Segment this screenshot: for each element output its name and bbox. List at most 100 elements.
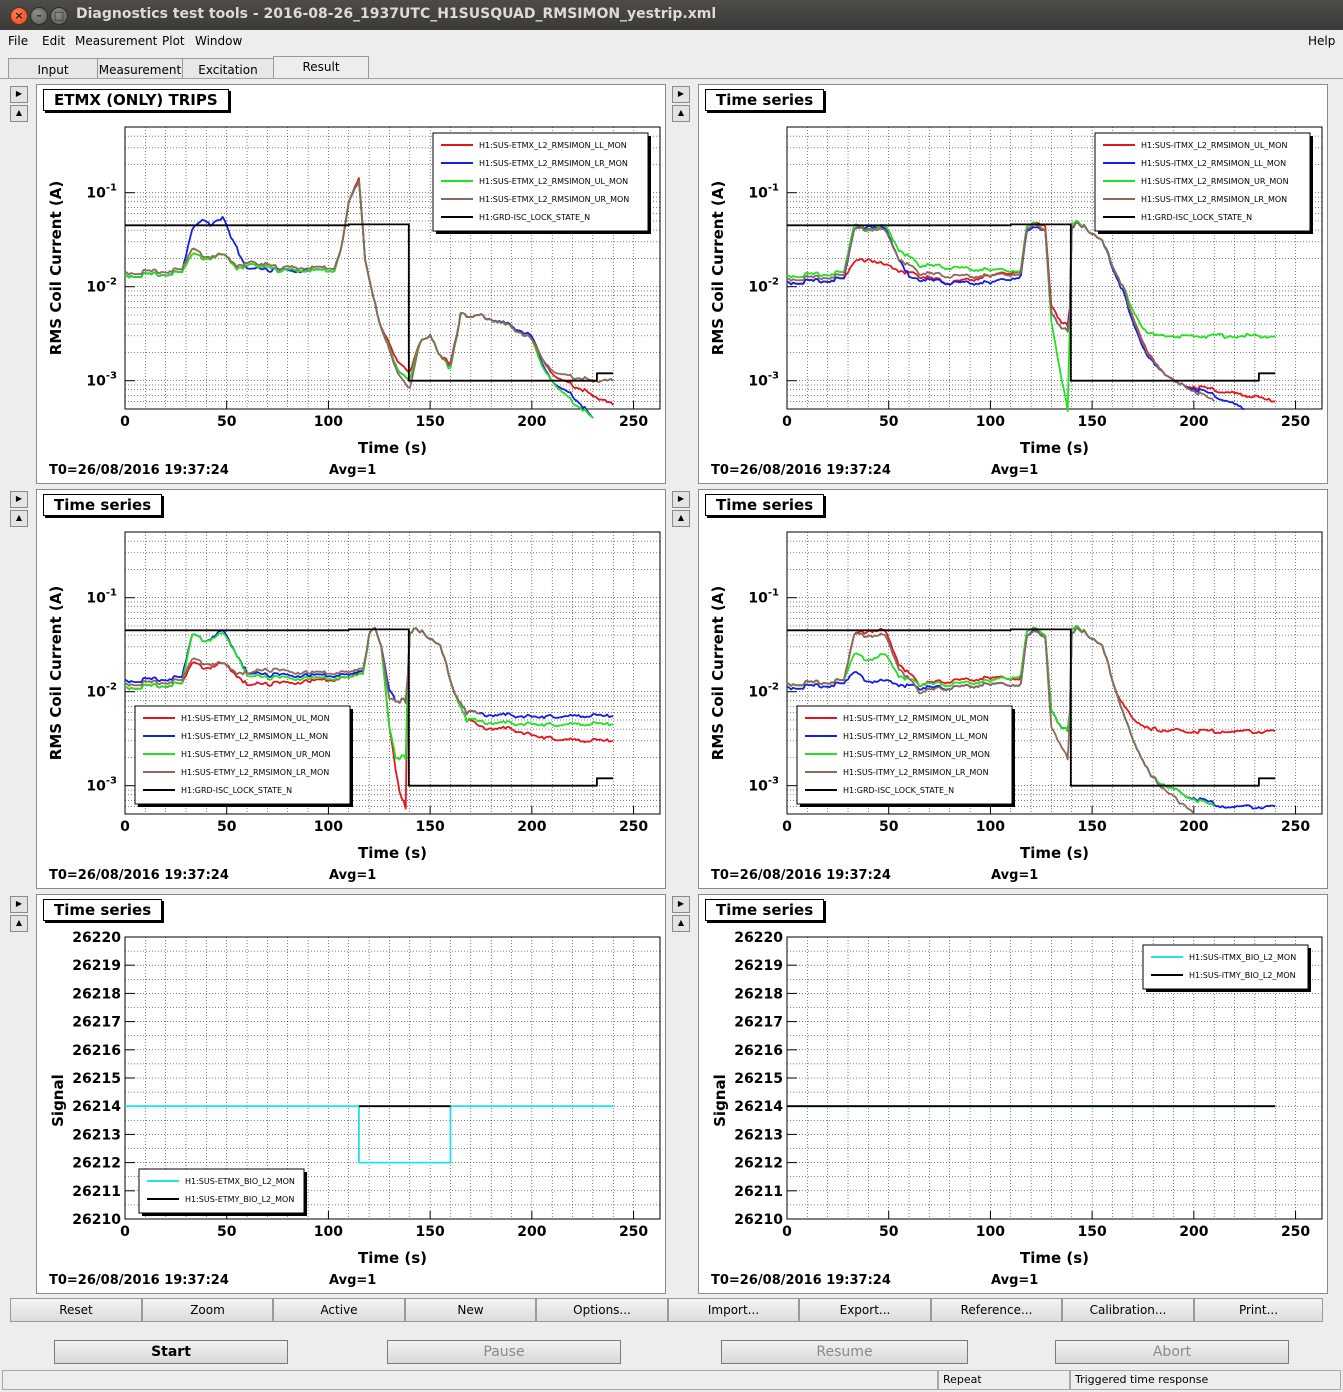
legend-entry: H1:SUS-ITMY_L2_RMSIMON_UL_MON	[843, 714, 989, 723]
menu-window[interactable]: Window	[195, 34, 243, 48]
legend-entry: H1:SUS-ETMY_L2_RMSIMON_LR_MON	[181, 768, 329, 777]
tab-divider	[0, 78, 1343, 79]
series-line-brown	[786, 222, 1215, 403]
reference-button[interactable]: Reference...	[931, 1298, 1062, 1322]
status-mode: Triggered time response	[1070, 1370, 1341, 1390]
legend-shadow	[800, 709, 1015, 807]
panel-up-button[interactable]: ▲	[10, 915, 28, 932]
x-tick-label: 0	[782, 414, 792, 430]
legend-box	[138, 1168, 305, 1214]
legend-entry: H1:SUS-ETMY_L2_RMSIMON_UL_MON	[181, 714, 330, 723]
active-button[interactable]: Active	[273, 1298, 405, 1322]
legend-shadow	[142, 1172, 307, 1216]
grid	[786, 126, 1322, 410]
series-line-blue	[786, 220, 1245, 410]
legend: H1:SUS-ITMY_L2_RMSIMON_UL_MON H1:SUS-ITMY…	[796, 705, 1015, 807]
legend-entry: H1:SUS-ETMX_L2_RMSIMON_LL_MON	[479, 141, 627, 150]
panel-expand-button[interactable]: ▶	[672, 896, 690, 913]
start-button[interactable]: Start	[54, 1340, 288, 1364]
panel-expand-button[interactable]: ▶	[672, 86, 690, 103]
import-button[interactable]: Import...	[668, 1298, 799, 1322]
panel-up-button[interactable]: ▲	[672, 105, 690, 122]
x-tick-label: 50	[879, 819, 899, 835]
plot-panel-5: ▶ ▲ Time series T0=26/08/2016 19:37:24 Avg=1…	[10, 894, 670, 1294]
reset-button[interactable]: Reset	[10, 1298, 142, 1322]
options-button[interactable]: Options...	[536, 1298, 668, 1322]
x-tick-label: 150	[1078, 819, 1107, 835]
plot-canvas[interactable]: Time series T0=26/08/2016 19:37:24 Avg=1 0 5…	[36, 894, 666, 1294]
menu-edit[interactable]: Edit	[42, 34, 66, 48]
print-button[interactable]: Print...	[1194, 1298, 1323, 1322]
legend-entry: H1:SUS-ITMX_L2_RMSIMON_UL_MON	[1141, 141, 1287, 150]
minimize-window-button[interactable]: –	[30, 7, 48, 25]
panel-expand-button[interactable]: ▶	[10, 896, 28, 913]
panel-up-button[interactable]: ▲	[672, 915, 690, 932]
x-tick-label: 50	[879, 1224, 899, 1240]
new-button[interactable]: New	[405, 1298, 536, 1322]
menu-measurement[interactable]: Measurement	[75, 34, 158, 48]
series-line-cyan	[125, 1105, 614, 1164]
x-tick-label: 150	[1078, 414, 1107, 430]
legend-shadow	[138, 709, 353, 807]
series-line-black	[787, 223, 1276, 382]
grid	[124, 126, 660, 410]
x-tick-label: 200	[1179, 819, 1208, 835]
status-cell-empty	[2, 1370, 938, 1390]
export-button[interactable]: Export...	[799, 1298, 931, 1322]
legend-entry: H1:SUS-ITMY_L2_RMSIMON_UR_MON	[843, 750, 990, 759]
legend-entry: H1:GRD-ISC_LOCK_STATE_N	[479, 213, 590, 222]
tab-bar: Input Measurement Excitation Result	[0, 56, 1343, 80]
series-line-red	[124, 627, 614, 810]
panel-expand-button[interactable]: ▶	[672, 491, 690, 508]
close-window-button[interactable]: ×	[10, 7, 28, 25]
plot-canvas[interactable]: Time series T0=26/08/2016 19:37:24 Avg=1 0 5…	[698, 84, 1328, 484]
series-line-red	[786, 625, 1276, 735]
y-axis-label: RMS Coil Current (A)	[709, 586, 727, 760]
plot-title: Time series	[705, 89, 825, 111]
x-axis-label: Time (s)	[358, 439, 427, 457]
legend-entry: H1:SUS-ETMX_BIO_L2_MON	[185, 1177, 295, 1186]
plot-canvas[interactable]: Time series T0=26/08/2016 19:37:24 Avg=1 0 5…	[698, 489, 1328, 889]
menu-plot[interactable]: Plot	[162, 34, 185, 48]
t0-label: T0=26/08/2016 19:37:24	[711, 1273, 891, 1288]
plot-canvas[interactable]: Time series T0=26/08/2016 19:37:24 Avg=1 0 5…	[698, 894, 1328, 1294]
x-tick-label: 150	[416, 1224, 445, 1240]
legend-entry: H1:SUS-ETMY_BIO_L2_MON	[185, 1195, 294, 1204]
plot-title: Time series	[43, 899, 163, 921]
panel-up-button[interactable]: ▲	[10, 105, 28, 122]
menu-file[interactable]: File	[8, 34, 29, 48]
panel-expand-button[interactable]: ▶	[10, 491, 28, 508]
zoom-button[interactable]: Zoom	[142, 1298, 273, 1322]
t0-label: T0=26/08/2016 19:37:24	[711, 463, 891, 478]
panel-up-button[interactable]: ▲	[672, 510, 690, 527]
tab-excitation[interactable]: Excitation	[182, 58, 274, 79]
y-tick-label: 26220	[72, 930, 121, 946]
panel-up-button[interactable]: ▲	[10, 510, 28, 527]
y-tick-label: 26212	[734, 1156, 783, 1172]
y-tick-label: 26219	[734, 958, 783, 974]
x-tick-label: 50	[879, 414, 899, 430]
resume-button[interactable]: Resume	[721, 1340, 968, 1364]
abort-button[interactable]: Abort	[1055, 1340, 1289, 1364]
t0-label: T0=26/08/2016 19:37:24	[49, 868, 229, 883]
plot-canvas[interactable]: ETMX (ONLY) TRIPS T0=26/08/2016 19:37:24 A…	[36, 84, 666, 484]
calibration-button[interactable]: Calibration...	[1062, 1298, 1194, 1322]
maximize-window-button[interactable]: □	[50, 7, 68, 25]
x-tick-label: 150	[1078, 1224, 1107, 1240]
plot-canvas[interactable]: Time series T0=26/08/2016 19:37:24 Avg=1 0 5…	[36, 489, 666, 889]
plot-svg: 0 50 100 150 200 250 10-3 10-2 10-1 Time (s) RMS C…	[47, 126, 661, 457]
menu-help[interactable]: Help	[1308, 34, 1336, 48]
pause-button[interactable]: Pause	[387, 1340, 621, 1364]
x-tick-label: 0	[120, 1224, 130, 1240]
tab-result[interactable]: Result	[273, 56, 369, 79]
plot-svg: 0 50 100 150 200 250 10-3 10-2 10-1 Time (s) RMS C…	[47, 531, 661, 862]
plot-title: Time series	[705, 899, 825, 921]
y-tick-label: 10-3	[748, 776, 779, 795]
legend-shadow	[436, 136, 651, 234]
plot-title: Time series	[705, 494, 825, 516]
panel-expand-button[interactable]: ▶	[10, 86, 28, 103]
x-tick-label: 100	[976, 1224, 1005, 1240]
series-line-red	[124, 177, 614, 406]
tab-measurement[interactable]: Measurement	[97, 58, 183, 79]
tab-input[interactable]: Input	[8, 58, 98, 79]
